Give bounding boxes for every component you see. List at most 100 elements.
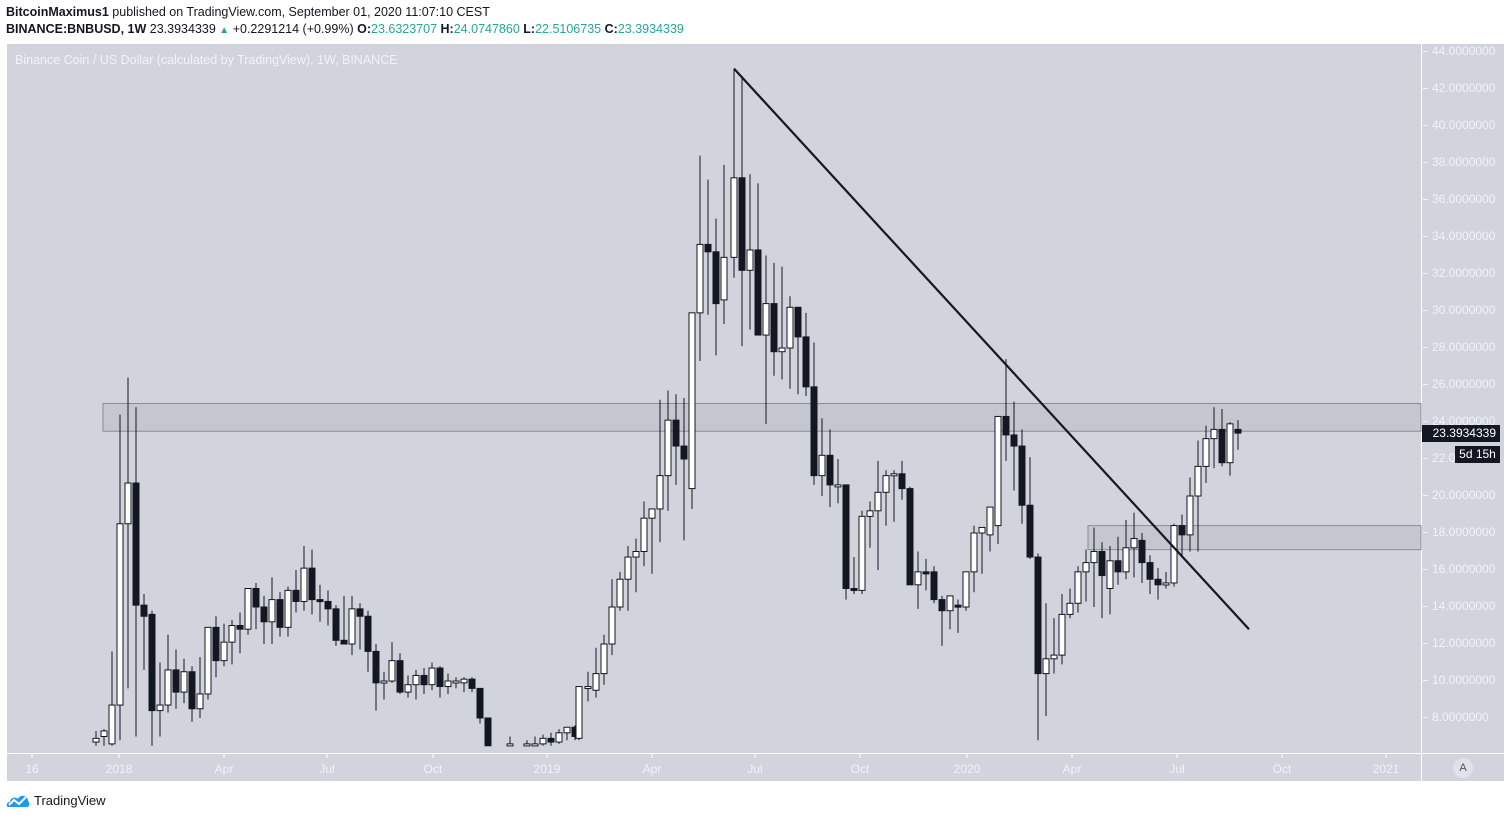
candle [826, 429, 834, 508]
candle [794, 306, 802, 395]
price-tick-label: 18.0000000 [1422, 525, 1496, 539]
auto-scale-button[interactable]: A [1453, 758, 1473, 778]
time-tick-label: Apr [1062, 762, 1082, 776]
brand-name: TradingView [34, 792, 106, 808]
candle [802, 312, 810, 397]
time-tick-label: 2019 [533, 762, 561, 776]
candle [712, 218, 720, 356]
candle [1170, 523, 1178, 587]
support-zone[interactable] [1087, 525, 1422, 551]
candle [930, 566, 938, 604]
candle [1194, 440, 1202, 552]
high-value: 24.0747860 [453, 22, 520, 36]
candle [523, 740, 531, 747]
candle [600, 634, 608, 685]
candle [1178, 514, 1186, 556]
candle [672, 394, 680, 485]
candle [228, 619, 236, 665]
candle [906, 486, 914, 586]
candle [1042, 603, 1050, 717]
chart-pane[interactable] [7, 44, 1421, 753]
price-axis[interactable] [1422, 44, 1504, 753]
price-tick-label: 10.0000000 [1422, 673, 1496, 687]
candle [970, 525, 978, 593]
candle [1082, 549, 1090, 602]
candle [252, 582, 260, 630]
candle [180, 658, 188, 704]
candle [874, 460, 882, 570]
candle [1034, 553, 1042, 741]
candle [584, 671, 592, 702]
time-tick-label: Oct [1272, 762, 1292, 776]
open-label: O: [357, 22, 371, 36]
candle [762, 255, 770, 424]
candle [506, 736, 514, 747]
candle [632, 538, 640, 593]
axis-divider [7, 753, 1504, 754]
time-tick-label: 16 [25, 762, 39, 776]
candle [640, 501, 648, 567]
bar-countdown: 5d 15h [1455, 446, 1500, 463]
candle [460, 677, 468, 693]
candle [164, 634, 172, 713]
candle [986, 506, 994, 552]
candle [156, 662, 164, 737]
candle [1234, 420, 1242, 450]
candle [332, 605, 340, 646]
candle [388, 642, 396, 683]
candle [575, 686, 583, 741]
candle [858, 510, 866, 595]
price-tick-label: 26.0000000 [1422, 377, 1496, 391]
time-axis[interactable] [7, 754, 1421, 781]
candle [746, 174, 754, 330]
candle [555, 729, 563, 744]
candle [531, 736, 539, 747]
candle [616, 571, 624, 611]
candle [140, 594, 148, 670]
candle [656, 399, 664, 543]
candle [1010, 401, 1018, 491]
candle [372, 644, 380, 711]
symbol-info: BINANCE:BNBUSD, 1W 23.3934339 ▲ +0.22912… [6, 22, 684, 36]
candle [292, 570, 300, 613]
price-tick-label: 40.0000000 [1422, 118, 1496, 132]
publication-info: BitcoinMaximus1 published on TradingView… [6, 5, 490, 19]
price-tick-label: 20.0000000 [1422, 488, 1496, 502]
candle [1090, 527, 1098, 607]
tradingview-logo[interactable]: TradingView [6, 792, 106, 808]
last-price: 23.3934339 [149, 22, 216, 36]
candle [1050, 618, 1058, 674]
resistance-zone[interactable] [102, 403, 1422, 432]
candle [1218, 409, 1226, 467]
candle [608, 579, 616, 656]
candle [468, 677, 476, 693]
price-tick-label: 28.0000000 [1422, 340, 1496, 354]
symbol-label: BINANCE:BNBUSD, 1W [6, 22, 147, 36]
candle [624, 545, 632, 611]
candle [563, 726, 571, 741]
candle [922, 558, 930, 591]
candle [1138, 533, 1146, 583]
candle [810, 342, 818, 485]
candle [148, 610, 156, 746]
candle [284, 586, 292, 637]
candle [1018, 429, 1026, 524]
candle [236, 612, 244, 654]
candle [476, 687, 484, 724]
candle [1074, 566, 1082, 613]
candle [364, 610, 372, 672]
candle [1114, 536, 1122, 585]
candle [356, 603, 364, 650]
candle [308, 549, 316, 615]
descending-trendline[interactable] [733, 67, 1250, 630]
price-tick-label: 36.0000000 [1422, 192, 1496, 206]
price-tick-label: 30.0000000 [1422, 303, 1496, 317]
candle [1202, 425, 1210, 484]
price-tick-label: 12.0000000 [1422, 636, 1496, 650]
chart-title: Binance Coin / US Dollar (calculated by … [15, 53, 398, 67]
candle [704, 179, 712, 315]
up-arrow-icon: ▲ [219, 25, 230, 36]
candle [300, 545, 308, 611]
high-label: H: [440, 22, 454, 36]
candle [1154, 568, 1162, 600]
